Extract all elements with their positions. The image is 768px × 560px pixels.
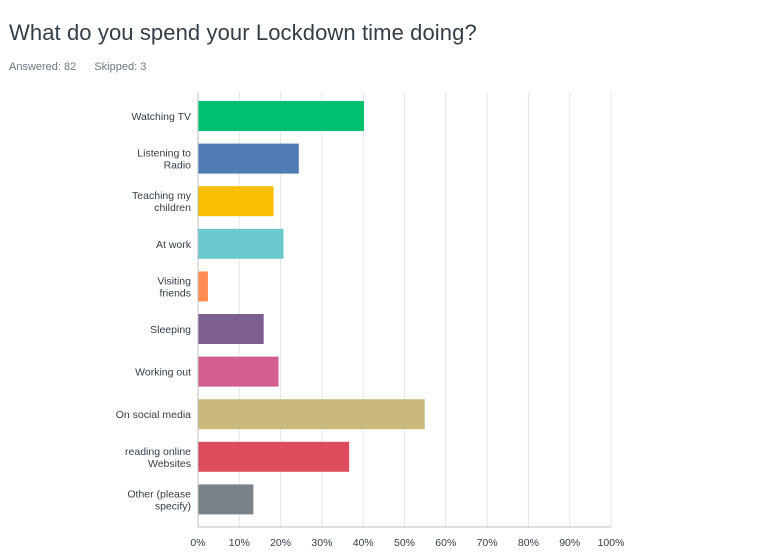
bar	[198, 356, 279, 387]
x-tick-label: 10%	[229, 537, 250, 549]
x-tick-label: 90%	[559, 537, 580, 549]
x-tick-label: 0%	[190, 537, 205, 549]
answered-count: Answered: 82	[9, 61, 77, 73]
bar	[198, 101, 365, 131]
bar	[198, 484, 254, 515]
category-label: Other (please specify)	[127, 488, 191, 512]
x-tick-label: 30%	[311, 537, 332, 549]
category-label: Teaching my children	[132, 190, 192, 214]
x-tick-label: 70%	[477, 537, 498, 549]
x-tick-label: 50%	[394, 537, 415, 549]
question-title: What do you spend your Lockdown time doi…	[9, 20, 477, 45]
x-tick-label: 80%	[518, 537, 539, 549]
category-label: reading online Websites	[125, 446, 191, 470]
bar	[198, 186, 274, 217]
x-tick-label: 100%	[598, 537, 625, 549]
skipped-count: Skipped: 3	[94, 61, 147, 73]
bar	[198, 228, 284, 259]
bar	[198, 314, 264, 344]
category-label: Sleeping	[150, 324, 191, 336]
category-label: Visiting friends	[157, 275, 191, 299]
category-label: On social media	[116, 409, 191, 421]
response-stats: Answered: 82 Skipped: 3	[9, 61, 146, 73]
category-label: Listening to Radio	[137, 148, 191, 172]
category-label: Watching TV	[131, 111, 191, 123]
category-label: At work	[156, 239, 192, 251]
bar	[198, 441, 350, 472]
bar	[198, 143, 299, 174]
bar	[198, 399, 425, 430]
x-tick-label: 60%	[435, 537, 456, 549]
x-tick-label: 20%	[270, 537, 291, 549]
bar	[198, 271, 208, 302]
category-label: Working out	[135, 367, 191, 379]
x-tick-label: 40%	[353, 537, 374, 549]
